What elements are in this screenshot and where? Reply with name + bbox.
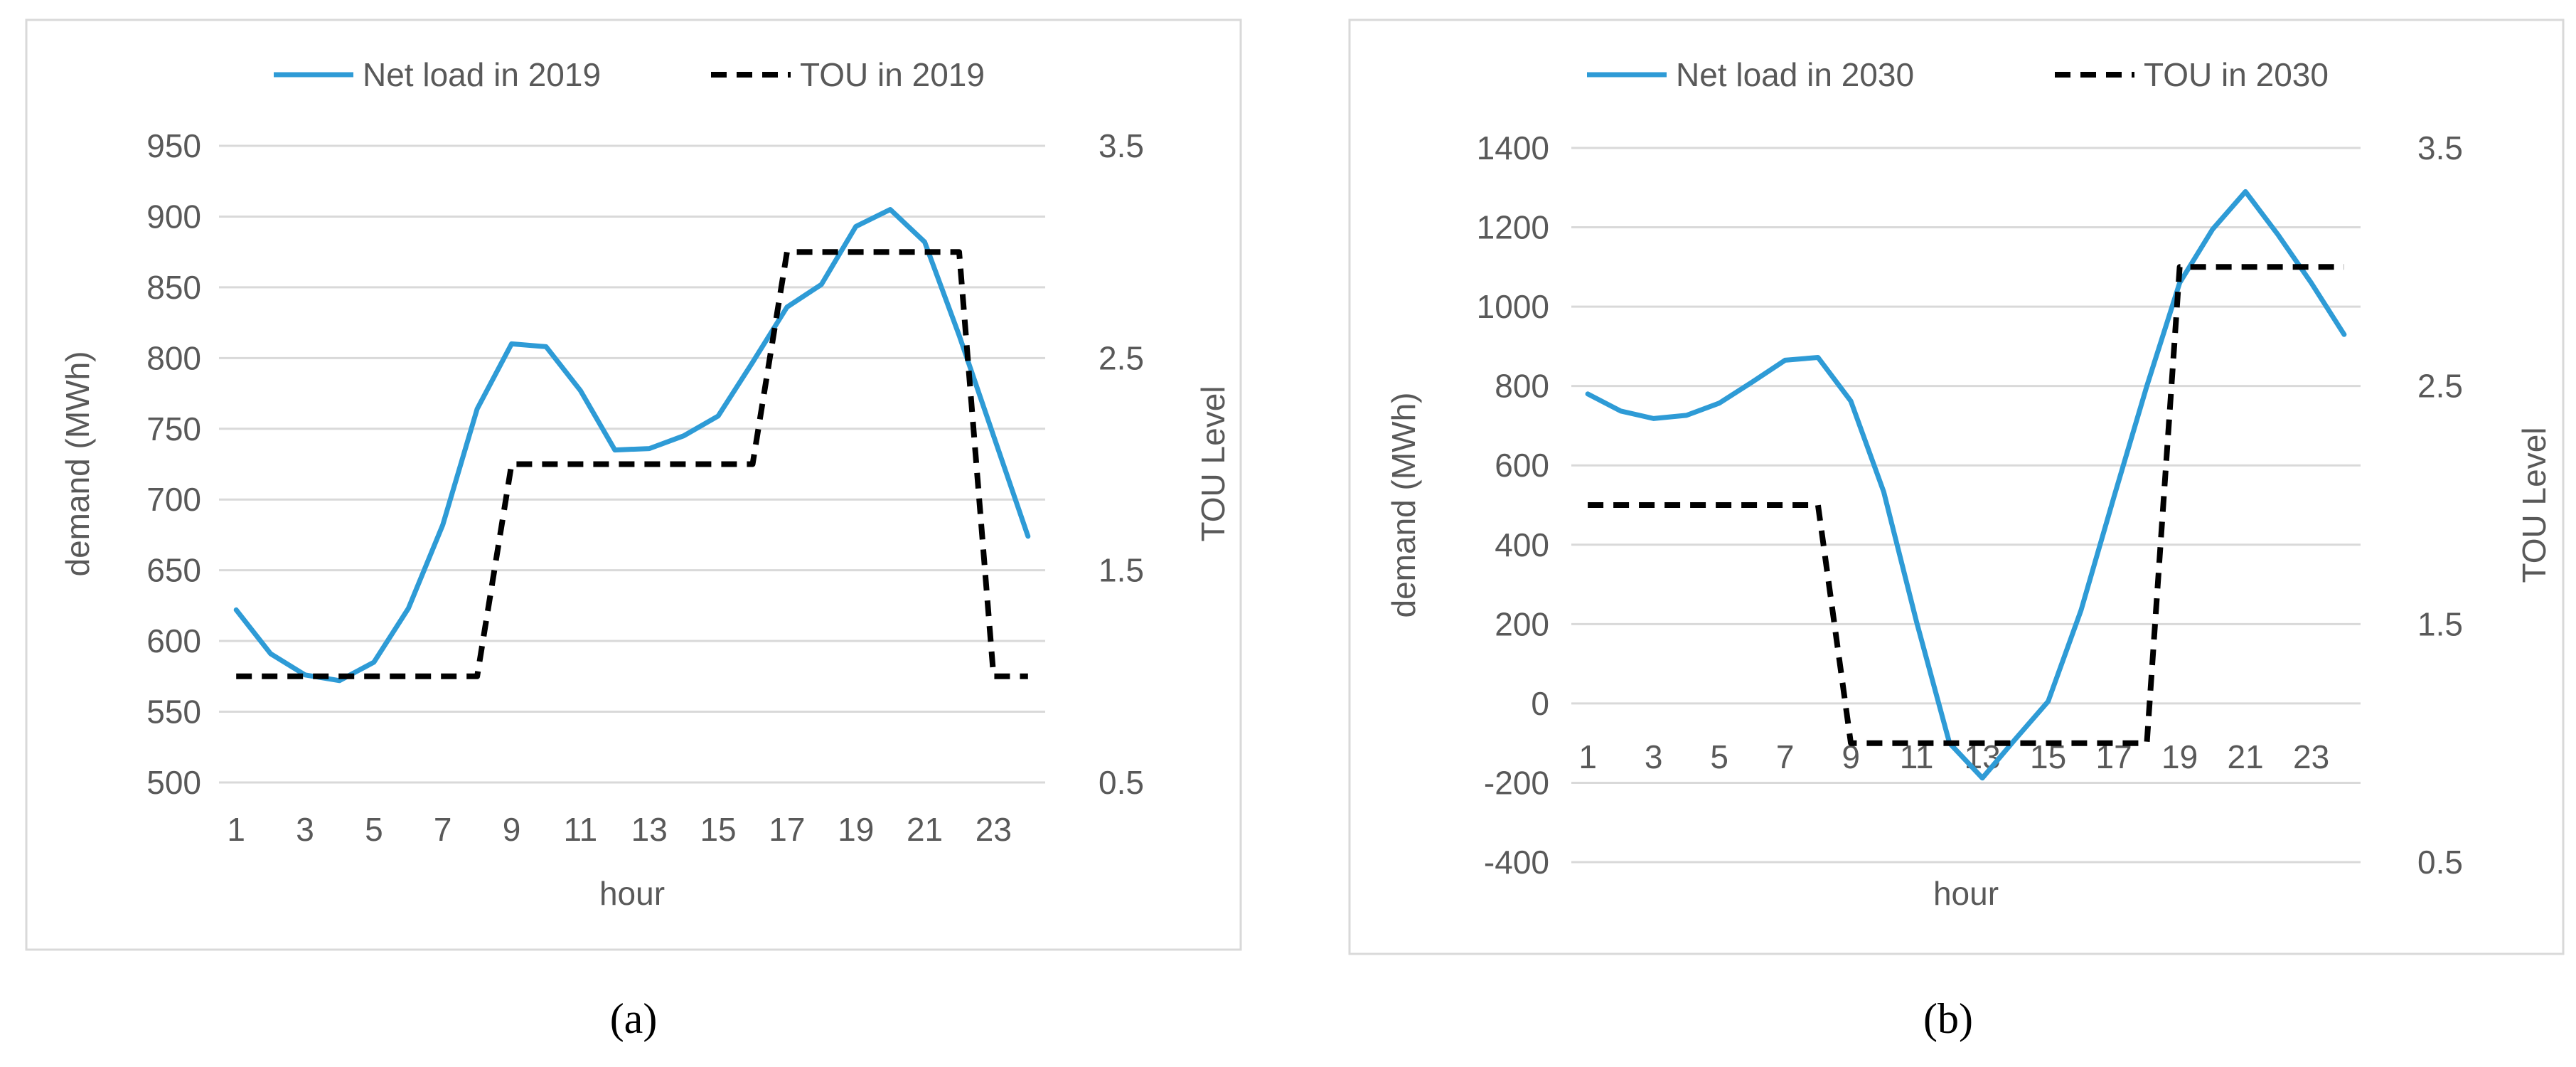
y-tick-label: 700 [146,481,201,518]
y-tick-label: 850 [146,269,201,306]
y-axis-title: demand (MWh) [1385,393,1422,618]
y2-tick-label: 1.5 [2417,605,2463,642]
y-tick-label: 900 [146,198,201,235]
y-tick-label: 800 [146,339,201,376]
y2-tick-label: 0.5 [1099,764,1144,801]
gridlines [1571,147,2361,864]
x-tick-label: 19 [838,811,874,848]
y2-tick-label: 0.5 [2417,844,2463,881]
y2-tick-label: 3.5 [2417,129,2463,166]
y2-axis-title: TOU Level [2516,427,2553,583]
y-tick-label: 0 [1531,685,1549,722]
x-tick-label: 9 [503,811,521,848]
y-tick-label: 1400 [1477,129,1549,166]
x-axis-title: hour [1933,875,1999,912]
series-tou-in-2030 [1588,264,2344,746]
y2-axis-tick-labels: 0.5 1.5 2.5 3.5 [2417,129,2463,881]
legend-label: Net load in 2030 [1676,56,1914,93]
figure-caption: (a) [610,995,658,1042]
series-line [236,249,1028,679]
x-tick-label: 3 [296,811,314,848]
y-axis-tick-labels: -400 -200 0 200 400 600 800 1000 1200 1400 [1477,129,1549,881]
y-tick-label: -400 [1484,844,1549,881]
y-tick-label: 400 [1495,526,1549,563]
x-tick-label: 3 [1645,738,1663,775]
chart-frame [25,18,1242,951]
x-tick-label: 1 [227,811,245,848]
legend-label: Net load in 2019 [363,56,601,93]
legend: Net load in 2030 TOU in 2030 [1587,56,2329,93]
series-tou-in-2019 [236,249,1028,679]
x-tick-label: 23 [2293,738,2329,775]
x-tick-label: 7 [434,811,452,848]
y-tick-label: 600 [146,622,201,659]
figure-caption: (b) [1923,995,1973,1042]
y-tick-label: 550 [146,694,201,731]
x-tick-label: 7 [1776,738,1795,775]
y2-tick-label: 2.5 [1099,339,1144,376]
x-tick-label: 13 [631,811,668,848]
x-tick-label: 23 [976,811,1012,848]
x-tick-label: 17 [769,811,805,848]
y-tick-label: 600 [1495,447,1549,484]
y-tick-label: 200 [1495,605,1549,642]
chart-b: -400 -200 0 200 400 600 800 1000 1200 1400 0.5 1.5 2… [1348,18,2565,955]
x-tick-label: 15 [700,811,736,848]
y2-tick-label: 1.5 [1099,552,1144,589]
y-tick-label: 650 [146,552,201,589]
legend: Net load in 2019 TOU in 2019 [274,56,985,93]
y2-axis-tick-labels: 0.5 1.5 2.5 3.5 [1099,127,1144,801]
x-tick-label: 5 [365,811,383,848]
y-tick-label: 1200 [1477,209,1549,246]
x-tick-label: 11 [563,811,597,848]
x-tick-label: 5 [1710,738,1728,775]
x-axis-tick-labels: 1 3 5 7 9 11 13 15 17 19 21 23 [227,811,1012,848]
y-axis-title: demand (MWh) [59,351,96,577]
y-tick-label: 750 [146,410,201,447]
x-tick-label: 21 [907,811,943,848]
y2-tick-label: 2.5 [2417,368,2463,405]
series-line [1585,189,2347,781]
y2-axis-title: TOU Level [1195,386,1231,541]
x-axis-title: hour [599,875,665,912]
x-tick-label: 19 [2161,738,2198,775]
y2-tick-label: 3.5 [1099,127,1144,164]
y-tick-label: 500 [146,764,201,801]
y-tick-label: 950 [146,127,201,164]
chart-a: 500 550 600 650 700 750 800 850 900 950 0.5 1.5 2.5 3… [25,18,1242,951]
series-net-load-in-2019 [233,207,1031,684]
series-line [233,207,1031,684]
series-net-load-in-2030 [1585,189,2347,781]
y-tick-label: 800 [1495,368,1549,405]
x-tick-label: 21 [2228,738,2264,775]
y-axis-tick-labels: 500 550 600 650 700 750 800 850 900 950 [146,127,201,801]
chart-frame [1348,18,2565,955]
y-tick-label: 1000 [1477,288,1549,325]
series-line [1588,264,2344,746]
y-tick-label: -200 [1484,764,1549,801]
legend-label: TOU in 2019 [800,56,985,93]
gridlines [219,144,1045,784]
legend-label: TOU in 2030 [2144,56,2329,93]
x-tick-label: 1 [1578,738,1597,775]
